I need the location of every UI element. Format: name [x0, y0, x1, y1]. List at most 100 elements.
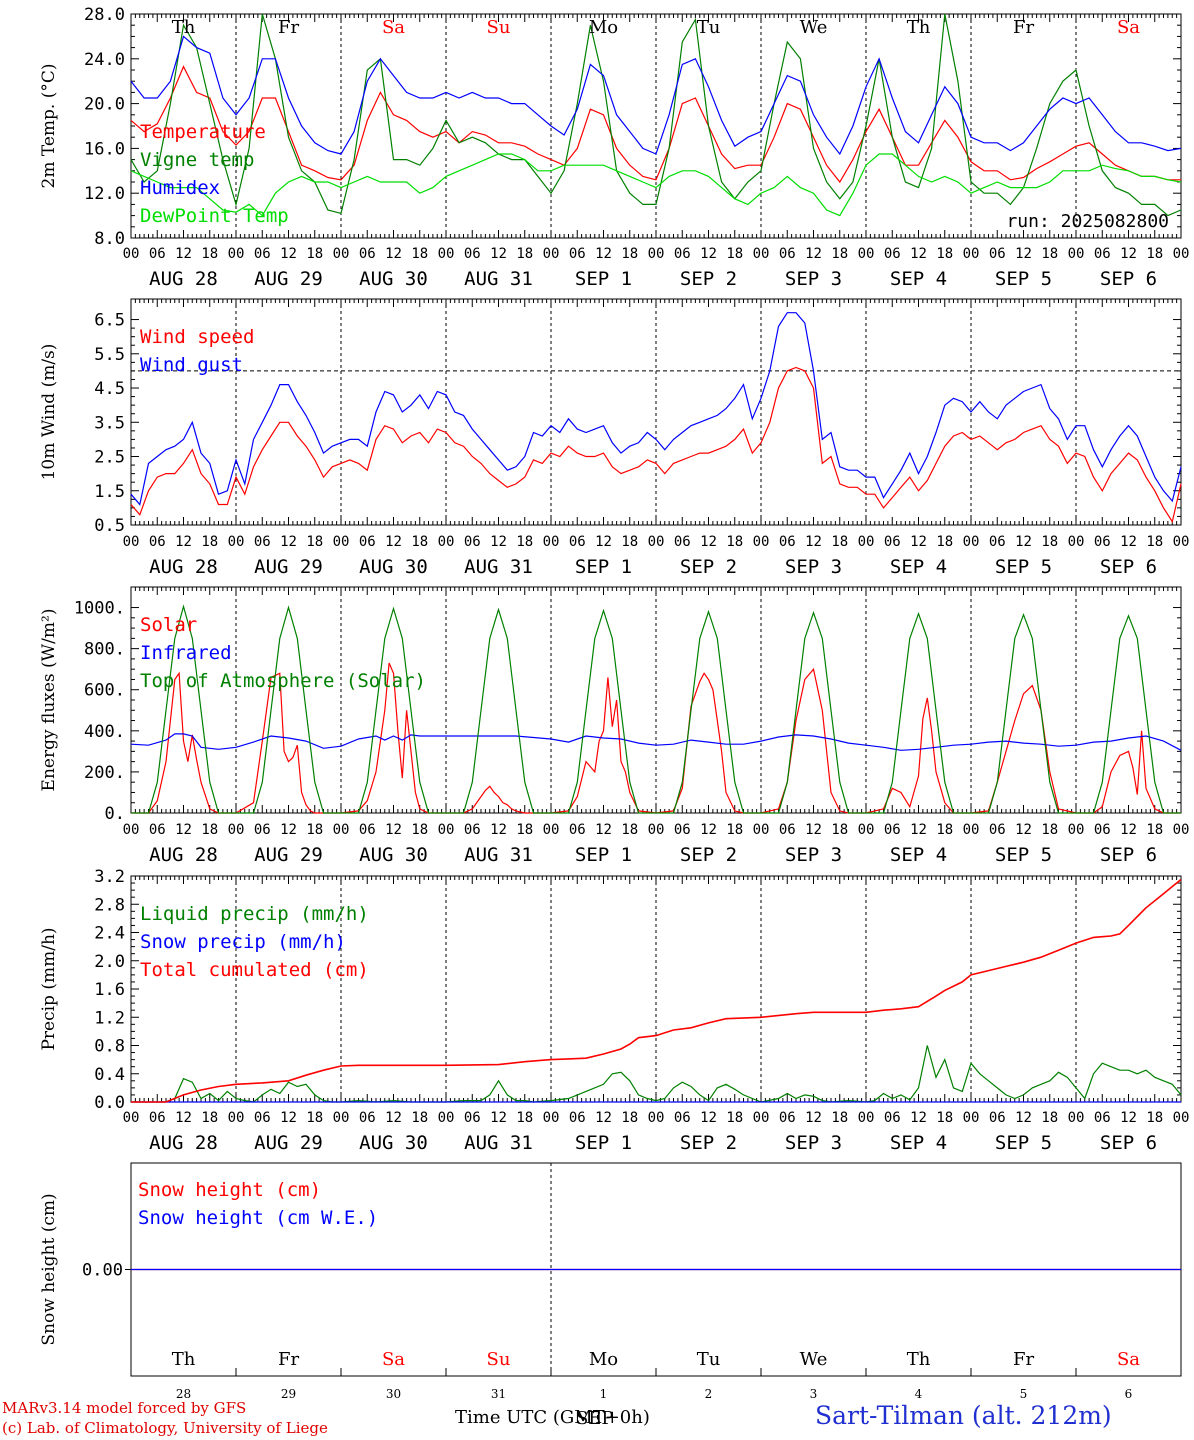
hour-label: 06 — [884, 822, 901, 838]
y-tick-label: 5.5 — [94, 345, 125, 365]
hour-label: 00 — [123, 822, 140, 838]
hour-label: 18 — [411, 1110, 428, 1126]
day-number: 3 — [810, 1387, 818, 1401]
hour-label: 06 — [1094, 822, 1111, 838]
lab-credit: (c) Lab. of Climatology, University of L… — [2, 1419, 328, 1437]
hour-label: 06 — [149, 246, 166, 262]
date-label: AUG 29 — [254, 1132, 323, 1154]
date-label: SEP 3 — [785, 844, 842, 866]
hour-label: 12 — [490, 534, 507, 550]
hour-label: 06 — [254, 822, 271, 838]
station-name: Sart-Tilman (alt. 212m) — [815, 1401, 1112, 1430]
weekday-label: We — [800, 17, 828, 38]
hour-label: 00 — [333, 822, 350, 838]
date-label: SEP 2 — [680, 844, 737, 866]
hour-label: 18 — [411, 534, 428, 550]
hour-label: 06 — [989, 246, 1006, 262]
hour-label: 06 — [149, 822, 166, 838]
hour-label: 12 — [595, 246, 612, 262]
weekday-label: Su — [487, 1349, 511, 1370]
hour-label: 18 — [201, 1110, 218, 1126]
hour-label: 00 — [543, 1110, 560, 1126]
date-label: SEP 6 — [1100, 556, 1157, 578]
hour-label: 00 — [648, 1110, 665, 1126]
y-tick-label: 2.4 — [94, 924, 125, 944]
hour-label: 00 — [648, 534, 665, 550]
y-tick-label: 0. — [105, 804, 125, 824]
y-tick-label: 3.2 — [94, 867, 125, 887]
hour-label: 12 — [280, 534, 297, 550]
hour-label: 12 — [280, 1110, 297, 1126]
weekday-label: Mo — [589, 1349, 618, 1370]
date-label: AUG 28 — [149, 1132, 218, 1154]
hour-label: 12 — [490, 246, 507, 262]
date-label: SEP 2 — [680, 268, 737, 290]
y-axis-title: Energy fluxes (W/m²) — [39, 609, 59, 792]
day-number: 6 — [1125, 1387, 1133, 1401]
hour-label: 12 — [175, 1110, 192, 1126]
day-number: 2 — [705, 1387, 713, 1401]
hour-label: 12 — [805, 822, 822, 838]
date-label: AUG 29 — [254, 556, 323, 578]
hour-label: 00 — [648, 246, 665, 262]
hour-label: 12 — [490, 1110, 507, 1126]
hour-label: 18 — [936, 1110, 953, 1126]
hour-label: 12 — [385, 822, 402, 838]
hour-label: 00 — [858, 822, 875, 838]
series-line-infrared — [130, 733, 1182, 751]
hour-label: 18 — [1041, 822, 1058, 838]
hour-label: 12 — [280, 246, 297, 262]
hour-label: 18 — [516, 246, 533, 262]
date-label: AUG 28 — [149, 268, 218, 290]
hour-label: 00 — [753, 822, 770, 838]
hour-label: 00 — [333, 246, 350, 262]
hour-label: 00 — [123, 1110, 140, 1126]
date-label: SEP 1 — [575, 1132, 632, 1154]
legend-entry: Humidex — [140, 177, 220, 199]
hour-label: 06 — [779, 246, 796, 262]
date-label: SEP 5 — [995, 268, 1052, 290]
hour-label: 12 — [595, 534, 612, 550]
weekday-label: Fr — [278, 17, 299, 38]
hour-label: 00 — [963, 1110, 980, 1126]
hour-label: 12 — [700, 822, 717, 838]
hour-label: 12 — [385, 1110, 402, 1126]
date-label: SEP 3 — [785, 556, 842, 578]
hour-label: 12 — [280, 822, 297, 838]
date-label: AUG 30 — [359, 844, 428, 866]
hour-label: 12 — [595, 822, 612, 838]
date-label: SEP 4 — [890, 556, 947, 578]
hour-label: 12 — [1015, 822, 1032, 838]
weekday-label: Sa — [382, 17, 405, 38]
y-tick-label: 4.5 — [94, 379, 125, 399]
day-number: 4 — [915, 1387, 923, 1401]
hour-label: 18 — [1146, 534, 1163, 550]
hour-label: 00 — [228, 822, 245, 838]
date-label: SEP 4 — [890, 268, 947, 290]
hour-label: 06 — [674, 1110, 691, 1126]
hour-label: 06 — [464, 1110, 481, 1126]
weekday-label: Th — [907, 17, 931, 38]
hour-label: 18 — [621, 1110, 638, 1126]
hour-label: 12 — [1015, 534, 1032, 550]
hour-label: 00 — [1068, 534, 1085, 550]
hour-label: 18 — [1146, 246, 1163, 262]
weekday-label: Sa — [1117, 1349, 1140, 1370]
hour-label: 00 — [438, 246, 455, 262]
y-tick-label: 8.0 — [94, 229, 125, 249]
date-label: SEP 4 — [890, 844, 947, 866]
model-credit: MARv3.14 model forced by GFS — [2, 1399, 247, 1417]
weekday-label: Tu — [697, 1349, 721, 1370]
date-label: SEP 3 — [785, 1132, 842, 1154]
hour-label: 12 — [805, 246, 822, 262]
hour-label: 18 — [306, 1110, 323, 1126]
date-label: AUG 30 — [359, 268, 428, 290]
hour-label: 06 — [1094, 534, 1111, 550]
hour-label: 18 — [726, 534, 743, 550]
hour-label: 12 — [805, 1110, 822, 1126]
day-number: 31 — [491, 1387, 506, 1401]
hour-label: 06 — [254, 246, 271, 262]
hour-label: 18 — [621, 822, 638, 838]
series-line-dewpoint-temp — [130, 153, 1182, 217]
